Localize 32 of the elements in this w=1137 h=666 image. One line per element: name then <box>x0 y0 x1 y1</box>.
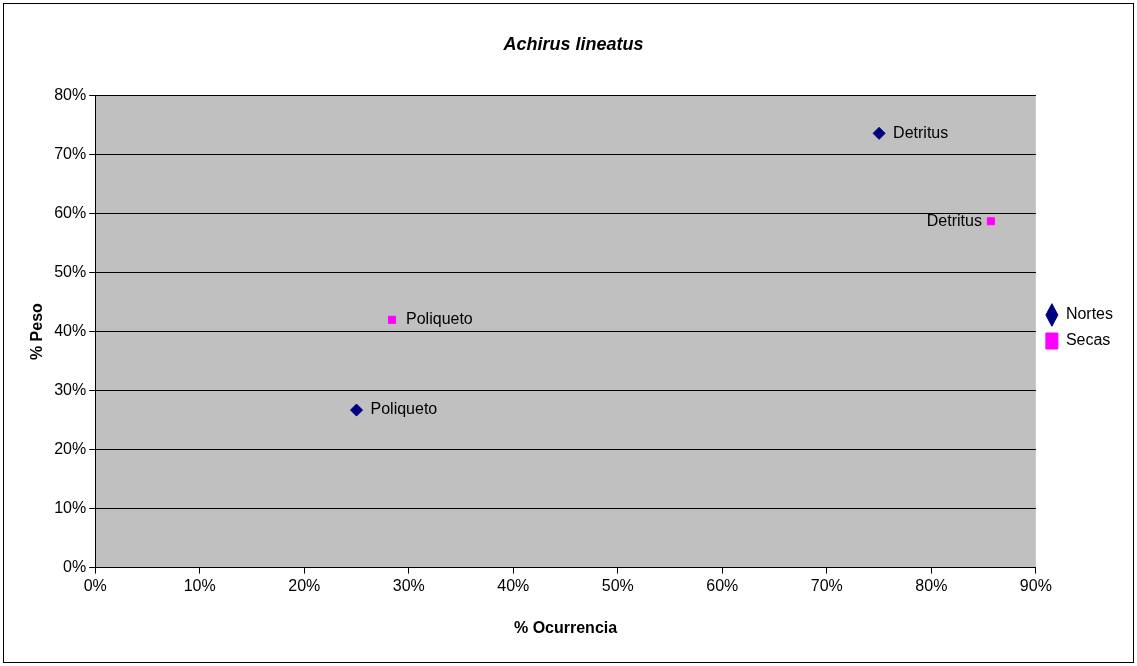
x-tick-label: 40% <box>497 576 530 594</box>
x-tick-label: 80% <box>915 576 948 594</box>
point <box>388 315 397 324</box>
y-axis-title: % Peso <box>28 302 46 361</box>
point <box>872 126 886 140</box>
y-tick-label: 20% <box>54 440 87 458</box>
x-tick-label: 50% <box>601 576 634 594</box>
x-tick-label: 10% <box>183 576 216 594</box>
point <box>986 217 995 226</box>
y-tick-label: 10% <box>54 499 87 517</box>
y-tick-label: 0% <box>63 558 87 576</box>
y-tick-label: 80% <box>54 86 87 104</box>
x-tick-label: 90% <box>1019 576 1052 594</box>
annotation: Detritus <box>893 123 949 141</box>
y-tick-label: 30% <box>54 381 87 399</box>
x-tick-label: 70% <box>810 576 843 594</box>
y-tick-label: 40% <box>54 322 87 340</box>
x-axis-title: % Ocurrencia <box>513 618 618 636</box>
annotation: Poliqueto <box>370 400 438 418</box>
legend-label: Secas <box>1065 331 1111 349</box>
y-tick-label: 60% <box>54 204 87 222</box>
y-tick-label: 50% <box>54 263 87 281</box>
x-tick-label: 20% <box>288 576 321 594</box>
chart-title: Achirus lineatus <box>502 33 644 54</box>
annotation: Poliqueto <box>406 310 473 328</box>
point <box>350 403 364 417</box>
legend-label: Nortes <box>1065 305 1113 323</box>
x-tick-label: 0% <box>83 576 107 594</box>
y-tick-label: 70% <box>54 145 87 163</box>
x-tick-label: 60% <box>706 576 739 594</box>
x-tick-label: 30% <box>392 576 425 594</box>
annotation: Detritus <box>926 211 982 229</box>
